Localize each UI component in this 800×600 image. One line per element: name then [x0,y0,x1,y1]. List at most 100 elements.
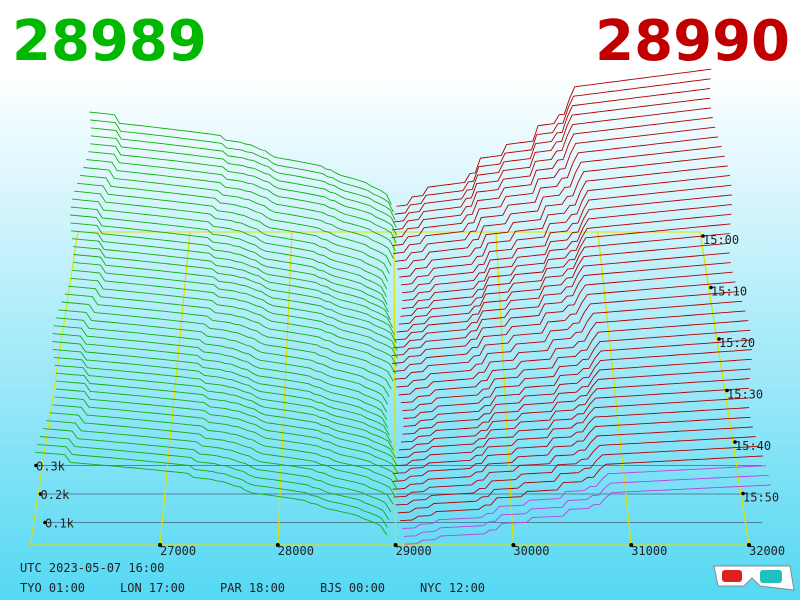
ask-depth-line [398,300,743,396]
world-clock: LON 17:00 [120,581,185,595]
price-tick-label: 28000 [278,544,314,558]
ask-depth-line [399,155,725,278]
bid-depth-line [72,246,395,336]
bid-depth-line [70,222,389,313]
ask-depth-line [400,455,763,522]
bid-depth-line [90,143,398,236]
price-tick-dot [747,543,751,547]
price-tick-dot [275,543,280,547]
time-tick-label: 15:50 [743,491,779,505]
bid-depth-line [90,135,397,228]
ask-depth-line [391,107,712,239]
world-clock: PAR 18:00 [220,581,285,595]
time-tick-label: 15:00 [703,233,739,247]
ask-depth-line [391,97,711,231]
depth-tick-dot [43,520,47,525]
cyan-lens [760,570,782,583]
bid-depth-line [52,349,390,436]
bid-depth-line [71,198,388,290]
bid-depth-line [70,214,388,305]
ask-depth-line [403,474,769,537]
price-grid-line [597,231,632,546]
ask-depth-line [391,117,713,247]
ask-depth-line [403,339,752,427]
ask-depth-line [392,416,751,490]
ask-depth-line [392,271,733,372]
ask-depth-line [394,233,730,341]
ask-depth-line [400,358,752,443]
time-tick-dot [733,440,737,444]
bid-depth-line [70,277,398,367]
time-tick-dot [717,337,721,341]
bid-depth-line [76,182,390,274]
ask-depth-line [402,175,730,294]
scene: 0.3k 0.2k 0.1k 27000 28000 29000 30000 31000 320… [29,68,785,558]
ask-depth-line [400,204,733,317]
price-tick-label: 27000 [160,544,196,558]
bid-depth-line [54,396,399,482]
ask-depth-line [392,88,711,223]
ask-depth-line [398,213,732,325]
bid-depth-line [64,293,394,382]
ask-depth-line [396,68,712,207]
world-clock: TYO 01:00 [20,581,85,595]
price-tick-dot [158,543,162,547]
time-tick-dot [725,388,729,393]
stereo-glasses-icon[interactable] [713,565,795,591]
bid-depth-line [54,364,395,451]
ask-depth-line [393,126,716,254]
time-tick-dot [709,285,713,290]
bid-depth-line [56,380,398,467]
depth-tick-label: 0.1k [45,517,75,531]
bid-depth-line [83,167,394,259]
bid-depth-line [73,254,397,344]
ask-depth-line [394,387,749,467]
bid-depth-line [72,238,393,328]
price-tick-dot [629,543,634,547]
depth-tick-dot [34,463,38,468]
bid-depth-line [49,412,396,497]
ask-depth-line [398,368,751,451]
bid-depth-line [61,301,392,390]
price-tick-dot [393,543,398,547]
bid-price: 28989 [12,9,207,74]
time-tick-label: 15:10 [711,285,747,299]
time-tick-dot [701,234,705,238]
ask-depth-line [397,445,760,514]
price-tick-dot [511,543,516,547]
ask-depth-line [403,329,751,419]
bid-depth-line [52,333,388,421]
bid-depth-line [52,404,398,490]
bid-depth-line [55,388,399,474]
ask-depth-line [396,291,739,388]
depth-tick-label: 0.2k [41,488,71,502]
ask-depth-line [396,223,731,333]
ask-depth-line [402,349,753,435]
bid-depth-line [73,261,398,351]
bid-depth-line [55,372,397,459]
bid-depth-line [52,341,388,428]
time-tick-dot [741,491,745,496]
bid-depth-line [53,325,388,413]
ask-depth-line [402,320,749,412]
ask-depth-line [400,310,746,404]
ask-depth-line [394,281,736,380]
bid-depth-line [71,230,391,321]
ask-depth-line [392,252,730,357]
bid-depth-line [58,309,390,397]
world-clock: NYC 12:00 [420,581,485,595]
bid-depth-line [53,356,392,444]
bid-depth-line [90,127,396,221]
bid-depth-line [55,317,388,405]
ask-depth-line [400,165,728,286]
bid-depth-line [35,451,388,536]
price-tick-label: 30000 [513,544,549,558]
ask-depth-line [402,465,767,529]
price-grid-line [277,231,293,546]
world-clock: BJS 00:00 [320,581,385,595]
bid-depth-line [88,151,397,244]
time-tick-label: 15:30 [727,388,763,402]
ask-depth-line [393,397,749,474]
bid-depth-line [86,159,396,251]
